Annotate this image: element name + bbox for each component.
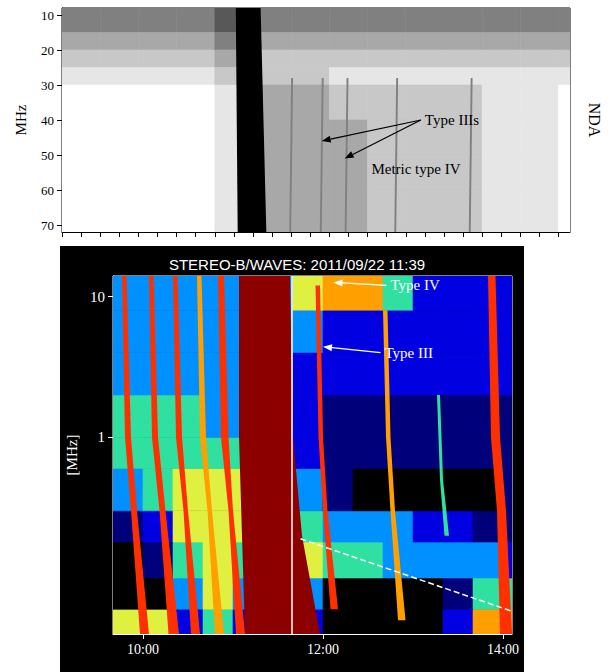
svg-text:10: 10 [41, 8, 54, 23]
svg-text:40: 40 [41, 113, 54, 128]
svg-text:10: 10 [90, 289, 105, 305]
svg-text:70: 70 [41, 218, 54, 233]
svg-text:14:00: 14:00 [487, 642, 519, 657]
svg-text:Type III: Type III [385, 345, 434, 361]
svg-text:STEREO-B/WAVES: 2011/09/22 11:: STEREO-B/WAVES: 2011/09/22 11:39 [169, 256, 425, 273]
svg-text:30: 30 [41, 78, 54, 93]
svg-text:60: 60 [41, 183, 54, 198]
svg-text:10:00: 10:00 [127, 642, 159, 657]
svg-text:[MHz]: [MHz] [64, 435, 80, 476]
svg-text:NDA: NDA [586, 103, 603, 138]
svg-text:MHz: MHz [13, 104, 29, 135]
svg-text:Type IIIs: Type IIIs [425, 112, 480, 128]
svg-text:50: 50 [41, 148, 54, 163]
svg-text:20: 20 [41, 43, 54, 58]
svg-text:Metric type IV: Metric type IV [371, 161, 460, 177]
svg-text:12:00: 12:00 [307, 642, 339, 657]
svg-text:Type IV: Type IV [391, 277, 441, 293]
svg-text:1: 1 [98, 429, 106, 445]
